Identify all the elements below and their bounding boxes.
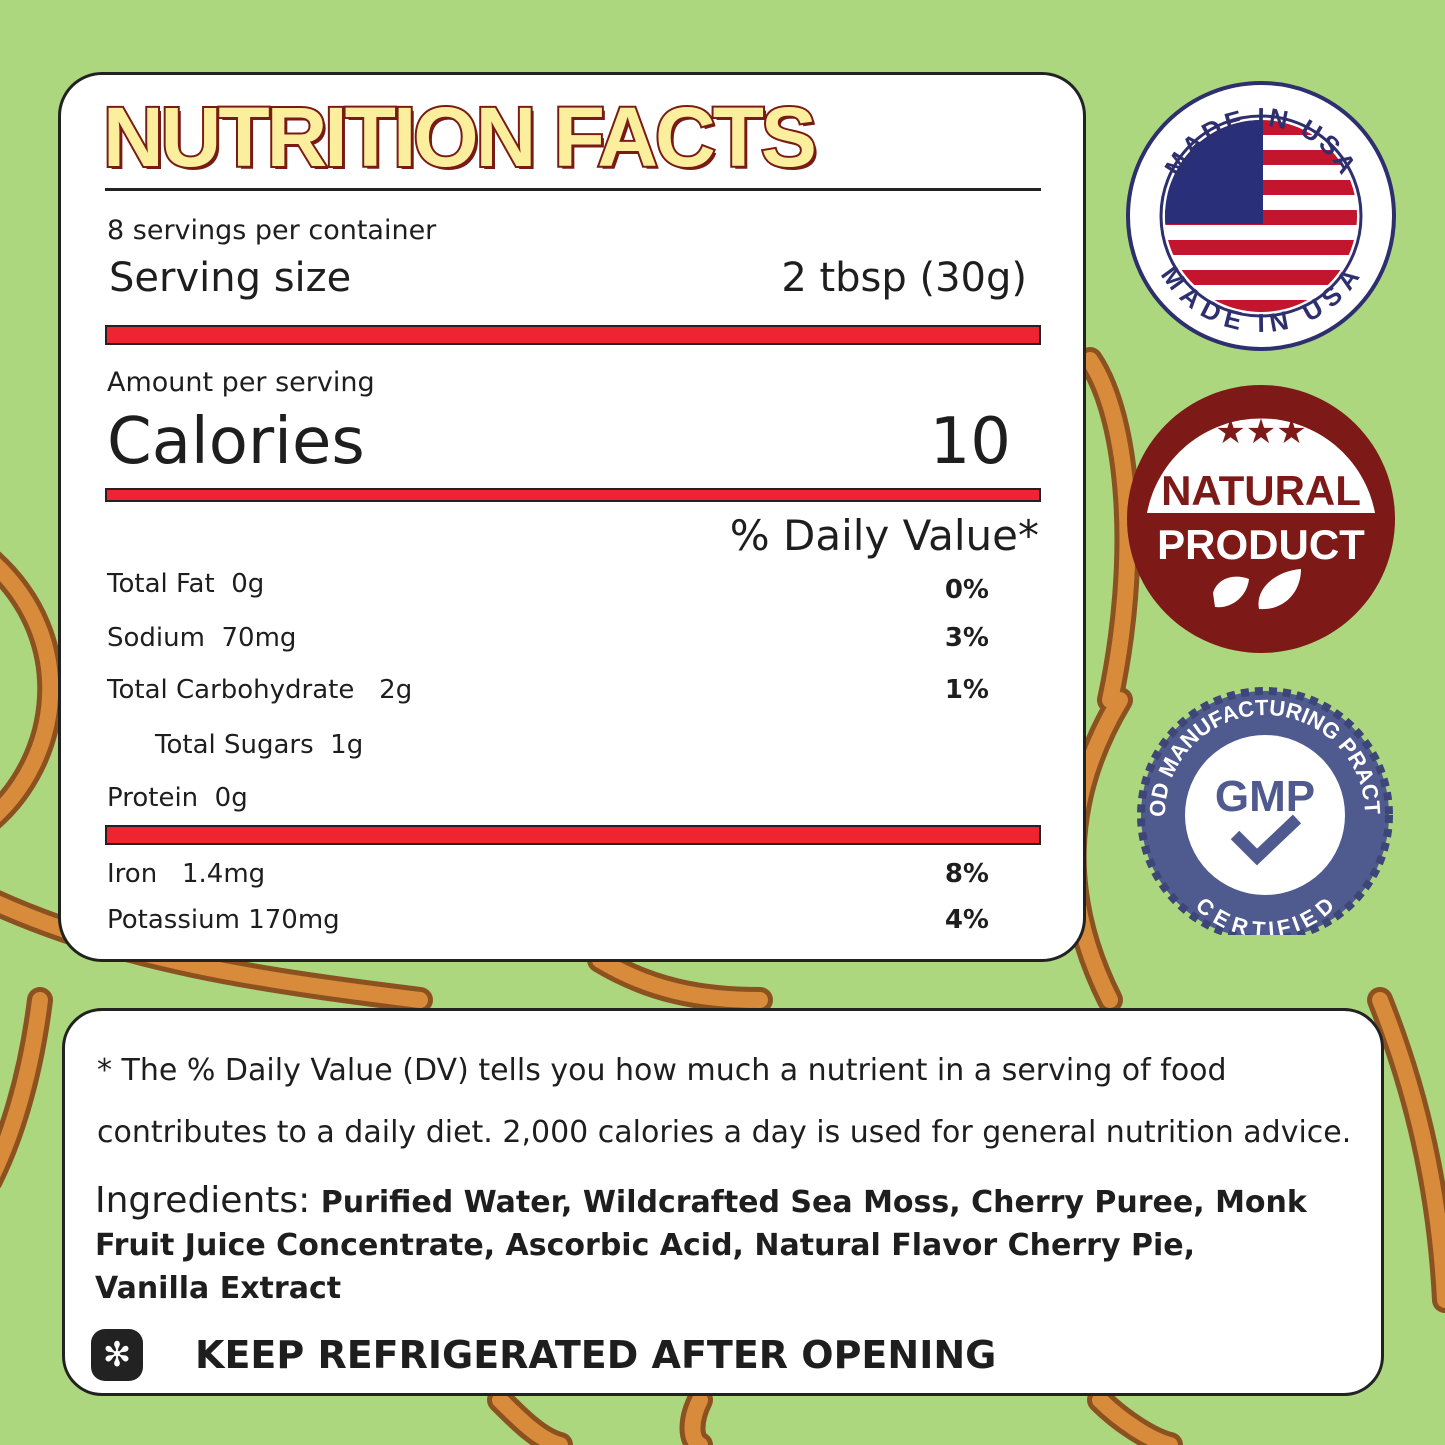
red-divider — [105, 325, 1041, 345]
made-in-usa-badge: MADE IN USA MADE IN USA — [1126, 81, 1396, 351]
svg-text:GMP: GMP — [1215, 772, 1315, 821]
red-divider — [105, 825, 1041, 845]
nutrient-row: Potassium 170mg — [107, 905, 340, 935]
red-divider — [105, 488, 1041, 502]
serving-size-value: 2 tbsp (30g) — [781, 255, 1027, 301]
nutrient-row: Iron 1.4mg — [107, 859, 266, 889]
leaf-icon — [1213, 569, 1301, 610]
amount-per-serving: Amount per serving — [107, 367, 375, 398]
nutrient-dv: 0% — [944, 575, 989, 605]
servings-per-container: 8 servings per container — [107, 215, 437, 246]
svg-text:NATURAL: NATURAL — [1161, 467, 1361, 514]
gmp-certified-badge: GOOD MANUFACTURING PRACTICE GMP CERTIFIE… — [1125, 685, 1393, 935]
divider — [105, 188, 1041, 191]
nutrient-row: Sodium 70mg — [107, 623, 297, 653]
svg-text:PRODUCT: PRODUCT — [1157, 521, 1365, 568]
natural-product-badge: ★★★ NATURAL PRODUCT — [1127, 385, 1395, 653]
nutrient-dv: 1% — [944, 675, 989, 705]
storage-instruction: KEEP REFRIGERATED AFTER OPENING — [195, 1333, 997, 1377]
nutrient-row: Total Carbohydrate 2g — [107, 675, 413, 705]
dv-note-line-2: contributes to a daily diet. 2,000 calor… — [97, 1115, 1352, 1150]
snowflake-icon: ✻ — [91, 1329, 143, 1381]
calories-label: Calories — [107, 405, 365, 479]
stars-icon: ★★★ — [1215, 412, 1306, 452]
ingredients: Ingredients: Purified Water, Wildcrafted… — [95, 1179, 1315, 1310]
ingredients-list: Purified Water, Wildcrafted Sea Moss, Ch… — [95, 1185, 1307, 1306]
panel-title: NUTRITION FACTS — [101, 88, 819, 186]
nutrient-row: Total Sugars 1g — [155, 730, 364, 760]
notes-panel: * The % Daily Value (DV) tells you how m… — [62, 1008, 1384, 1396]
nutrient-row: Protein 0g — [107, 783, 248, 813]
daily-value-header: % Daily Value* — [729, 511, 1039, 560]
nutrient-dv: 4% — [944, 905, 989, 935]
nutrient-dv: 8% — [944, 859, 989, 889]
nutrient-row: Total Fat 0g — [107, 569, 265, 599]
nutrient-dv: 3% — [944, 623, 989, 653]
dv-note-line-1: * The % Daily Value (DV) tells you how m… — [97, 1053, 1227, 1088]
check-icon — [1230, 814, 1302, 866]
nutrition-facts-panel: NUTRITION FACTS 8 servings per container… — [58, 72, 1086, 962]
ingredients-label: Ingredients: — [95, 1180, 311, 1221]
serving-size-label: Serving size — [109, 255, 352, 301]
calories-value: 10 — [929, 405, 1011, 479]
